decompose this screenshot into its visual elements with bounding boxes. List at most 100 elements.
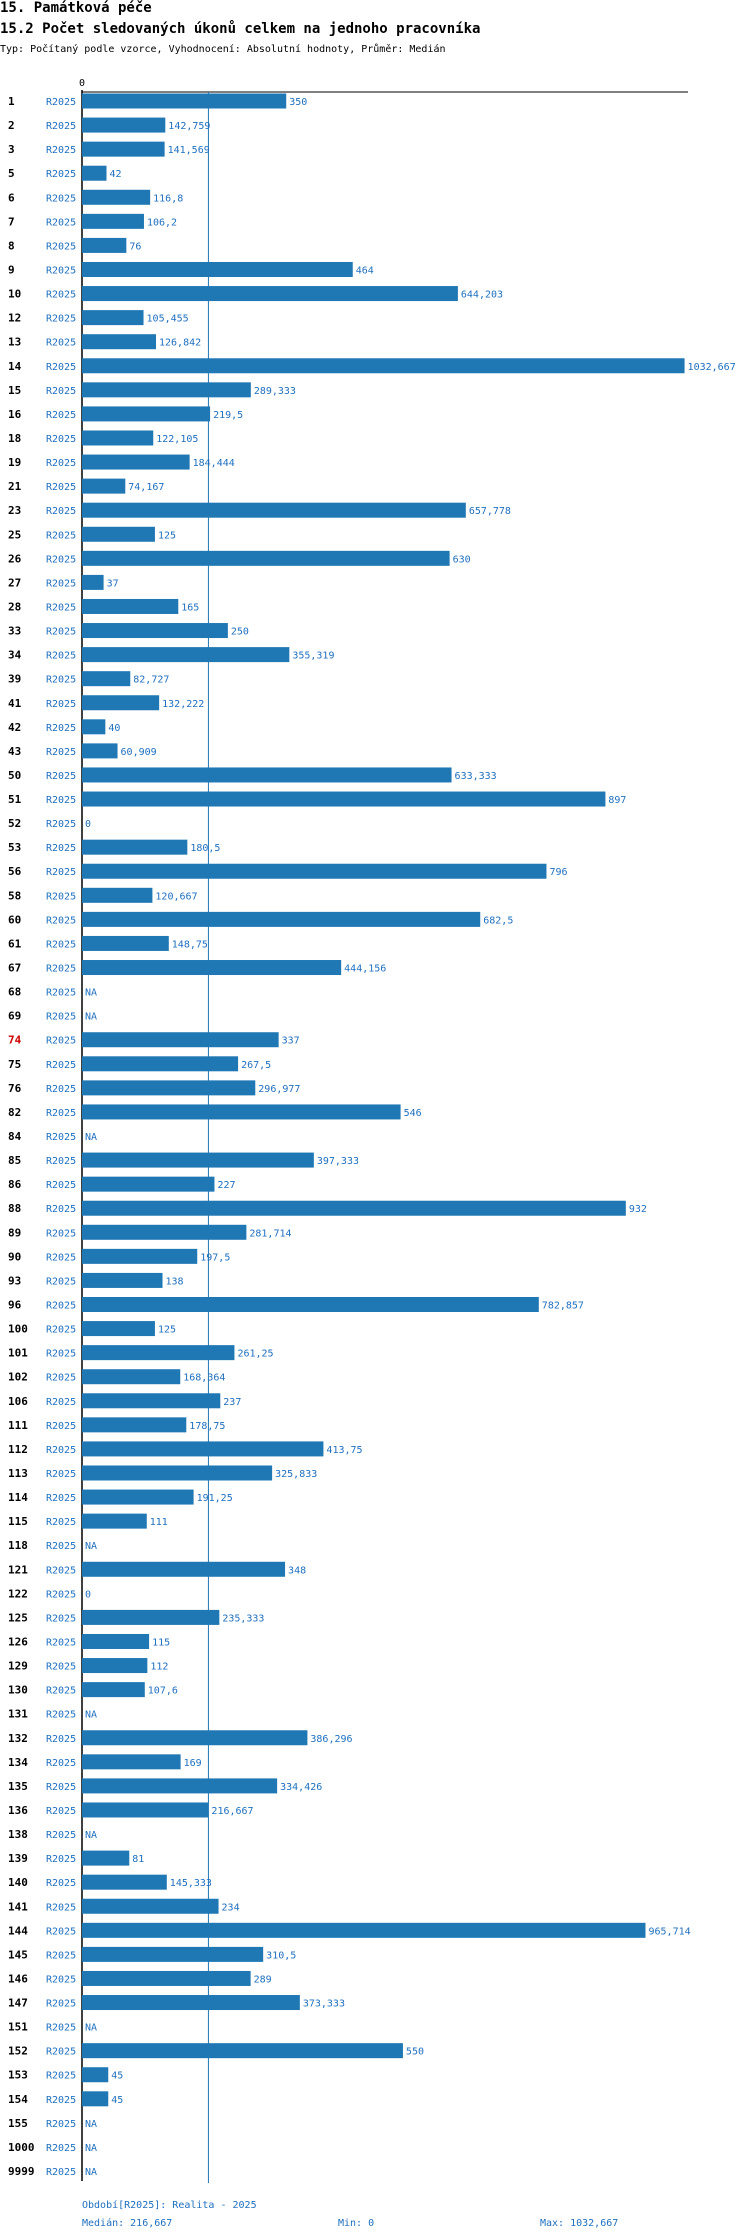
row-category-label: 147 <box>8 1997 28 2010</box>
row-period-label: R2025 <box>46 867 76 878</box>
row-category-label: 12 <box>8 312 21 325</box>
row-category-label: 144 <box>8 1924 28 1937</box>
bar <box>82 1248 198 1264</box>
row-period-label: R2025 <box>46 1373 76 1384</box>
row-period-label: R2025 <box>46 1445 76 1456</box>
row-period-label: R2025 <box>46 1926 76 1937</box>
bar-value-label: 142,759 <box>168 121 210 132</box>
row-category-label: 85 <box>8 1154 21 1167</box>
bar <box>82 141 165 157</box>
chart-title: 15.2 Počet sledovaných úkonů celkem na j… <box>0 21 481 37</box>
bar-value-label: 289,333 <box>254 386 296 397</box>
bar-value-label: NA <box>85 1830 97 1841</box>
row-category-label: 58 <box>8 889 21 902</box>
row-category-label: 154 <box>8 2093 28 2106</box>
bar <box>82 310 144 326</box>
row-category-label: 68 <box>8 986 21 999</box>
bar-value-label: 116,8 <box>153 193 183 204</box>
row-category-label: 76 <box>8 1082 22 1095</box>
row-category-label: 84 <box>8 1130 22 1143</box>
bar-value-label: NA <box>85 1710 97 1721</box>
bar <box>82 839 188 855</box>
bar <box>82 237 127 253</box>
row-period-label: R2025 <box>46 1686 76 1697</box>
bar <box>82 2043 403 2059</box>
bar <box>82 767 452 783</box>
bar-value-label: 45 <box>111 2071 123 2082</box>
row-category-label: 1 <box>8 95 15 108</box>
bar-value-label: NA <box>85 1541 97 1552</box>
bar-value-label: 191,25 <box>197 1493 233 1504</box>
bar-value-label: 464 <box>356 265 374 276</box>
row-period-label: R2025 <box>46 530 76 541</box>
bar <box>82 887 153 903</box>
row-category-label: 90 <box>8 1250 21 1263</box>
bar <box>82 743 118 759</box>
bar <box>82 791 606 807</box>
bar <box>82 1754 181 1770</box>
bar <box>82 1946 264 1962</box>
row-category-label: 19 <box>8 456 21 469</box>
bar-value-label: 120,667 <box>155 891 197 902</box>
bar <box>82 1850 130 1866</box>
bar-value-label: 82,727 <box>133 675 169 686</box>
bar-value-label: 630 <box>453 554 471 565</box>
bar-value-label: 965,714 <box>648 1926 690 1937</box>
row-category-label: 43 <box>8 745 21 758</box>
row-category-label: 113 <box>8 1467 28 1480</box>
row-period-label: R2025 <box>46 1806 76 1817</box>
row-category-label: 3 <box>8 143 15 156</box>
bar <box>82 1152 314 1168</box>
bar <box>82 911 481 927</box>
bar <box>82 1080 256 1096</box>
bar-value-label: 106,2 <box>147 217 177 228</box>
bar-value-label: 112 <box>150 1662 168 1673</box>
row-category-label: 125 <box>8 1611 28 1624</box>
row-category-label: 53 <box>8 841 21 854</box>
row-category-label: 140 <box>8 1876 28 1889</box>
row-period-label: R2025 <box>46 1541 76 1552</box>
footer-median: Medián: 216,667 <box>82 2218 173 2229</box>
row-period-label: R2025 <box>46 723 76 734</box>
row-category-label: 75 <box>8 1058 21 1071</box>
bar <box>82 1874 167 1890</box>
bar <box>82 1922 646 1938</box>
row-period-label: R2025 <box>46 241 76 252</box>
row-period-label: R2025 <box>46 2143 76 2154</box>
row-period-label: R2025 <box>46 1830 76 1841</box>
row-period-label: R2025 <box>46 2095 76 2106</box>
bar <box>82 1272 163 1288</box>
row-period-label: R2025 <box>46 1854 76 1865</box>
bar-value-label: 444,156 <box>344 964 386 975</box>
bar-value-label: 216,667 <box>211 1806 253 1817</box>
row-period-label: R2025 <box>46 1012 76 1023</box>
row-category-label: 134 <box>8 1756 28 1769</box>
bar <box>82 1802 209 1818</box>
row-period-label: R2025 <box>46 2167 76 2178</box>
bar-value-label: 657,778 <box>469 506 511 517</box>
row-category-label: 6 <box>8 191 15 204</box>
row-period-label: R2025 <box>46 2023 76 2034</box>
bar-value-label: 386,296 <box>310 1734 352 1745</box>
row-period-label: R2025 <box>46 747 76 758</box>
row-category-label: 112 <box>8 1443 28 1456</box>
bar <box>82 189 151 205</box>
bar-value-label: 145,333 <box>170 1878 212 1889</box>
bar <box>82 1465 273 1481</box>
row-period-label: R2025 <box>46 1565 76 1576</box>
row-period-label: R2025 <box>46 1276 76 1287</box>
row-category-label: 100 <box>8 1323 28 1336</box>
footer-period: Období[R2025]: Realita - 2025 <box>82 2200 257 2211</box>
row-period-label: R2025 <box>46 217 76 228</box>
bar <box>82 1104 401 1120</box>
bar-value-label: 141,569 <box>168 145 210 156</box>
bar-value-label: 219,5 <box>213 410 243 421</box>
row-period-label: R2025 <box>46 964 76 975</box>
bar-value-label: 107,6 <box>148 1686 178 1697</box>
bar-value-label: NA <box>85 1012 97 1023</box>
row-period-label: R2025 <box>46 97 76 108</box>
row-category-label: 118 <box>8 1539 28 1552</box>
bar-value-label: 897 <box>608 795 626 806</box>
row-category-label: 10 <box>8 288 21 301</box>
row-period-label: R2025 <box>46 1662 76 1673</box>
